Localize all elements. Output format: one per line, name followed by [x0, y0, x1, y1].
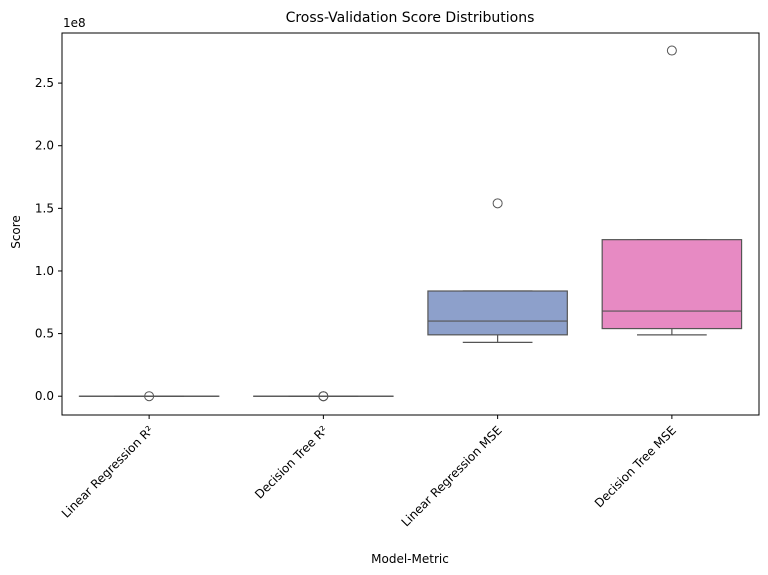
outlier-point: [144, 391, 155, 402]
y-tick-label: 1.0: [35, 264, 54, 278]
box-2: [427, 290, 568, 336]
x-axis-label: Model-Metric: [371, 552, 449, 566]
y-offset-label: 1e8: [63, 16, 86, 30]
y-tick-label: 0.5: [35, 327, 54, 341]
y-tick-label: 0.0: [35, 389, 54, 403]
y-tick-label: 1.5: [35, 201, 54, 215]
outlier-point: [666, 45, 677, 56]
box-3: [601, 239, 743, 330]
plot-frame: [61, 32, 760, 416]
x-tick-label: Decision Tree MSE: [592, 423, 679, 510]
x-tick-label: Linear Regression R²: [59, 423, 157, 521]
outlier-point: [318, 391, 329, 402]
chart-title: Cross-Validation Score Distributions: [286, 10, 535, 26]
outlier-point: [492, 198, 503, 209]
x-tick-label: Decision Tree R²: [252, 423, 331, 502]
y-tick-label: 2.5: [35, 76, 54, 90]
x-tick-label: Linear Regression MSE: [399, 423, 505, 529]
y-tick-label: 2.0: [35, 139, 54, 153]
y-axis-label: Score: [9, 215, 23, 249]
